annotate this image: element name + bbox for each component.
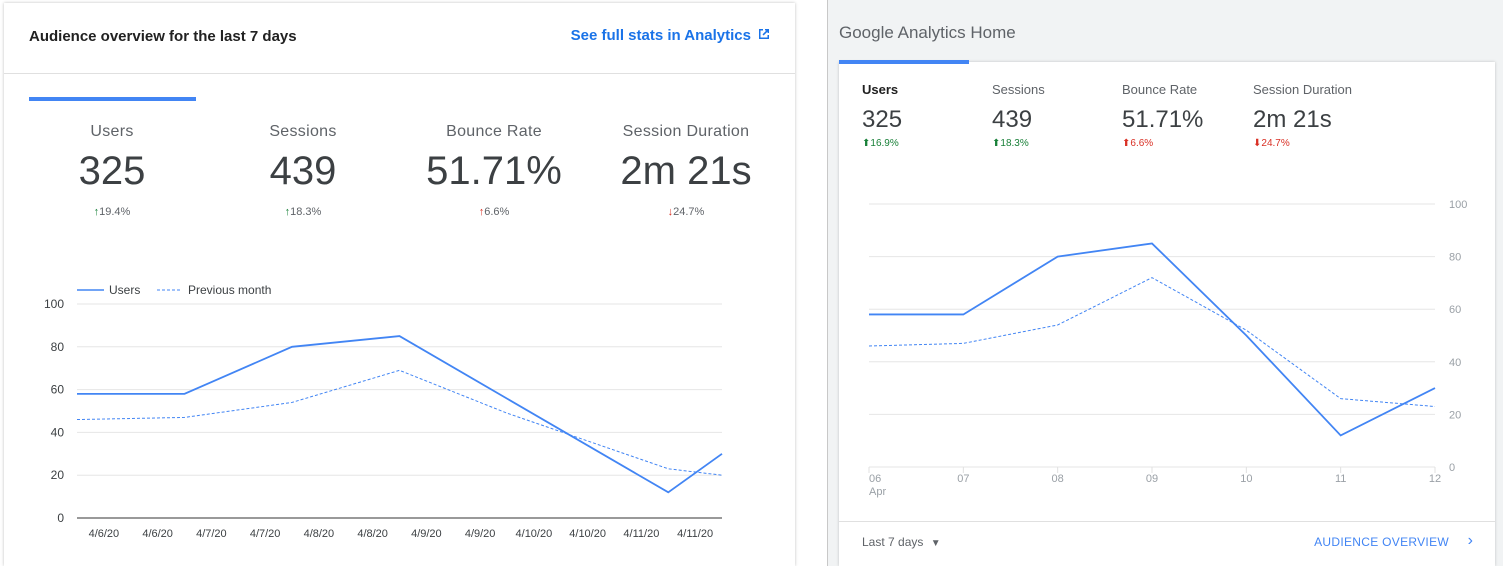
metric-value: 325 bbox=[78, 149, 146, 193]
y-tick-label: 40 bbox=[51, 425, 65, 439]
metric-value: 2m 21s bbox=[1253, 106, 1332, 133]
analytics-link[interactable]: See full stats in Analytics bbox=[571, 27, 771, 45]
arrow-down-icon: ↓ bbox=[667, 206, 674, 218]
x-tick-label: 4/10/20 bbox=[516, 528, 553, 540]
metric-users[interactable]: Users 325 ↑19.4% bbox=[37, 123, 187, 218]
metric-label: Users bbox=[862, 82, 899, 97]
x-tick-label: 4/9/20 bbox=[411, 528, 442, 540]
metric-users[interactable]: Users 325 ⬆16.9% bbox=[862, 82, 982, 149]
y-tick-label: 20 bbox=[51, 468, 65, 482]
series-line-previous bbox=[868, 277, 1436, 408]
active-metric-indicator bbox=[839, 60, 969, 64]
legend-label: Users bbox=[109, 283, 140, 297]
x-tick-label: 4/11/20 bbox=[623, 528, 659, 540]
metric-value: 2m 21s bbox=[620, 149, 752, 193]
metric-bounce-rate[interactable]: Bounce Rate 51.71% ⬆6.6% bbox=[1122, 82, 1242, 149]
external-link-icon bbox=[757, 27, 771, 45]
x-tick-label: 4/11/20 bbox=[677, 528, 713, 540]
metric-value: 325 bbox=[862, 106, 903, 133]
x-tick-label: 4/7/20 bbox=[250, 528, 281, 540]
y-tick-label: 100 bbox=[44, 297, 64, 311]
metric-value: 51.71% bbox=[426, 149, 562, 193]
metric-change: ↑19.4% bbox=[93, 206, 131, 218]
metric-label: Bounce Rate bbox=[1122, 82, 1198, 97]
metric-label: Session Duration bbox=[622, 123, 750, 140]
x-tick-label: 4/7/20 bbox=[196, 528, 227, 540]
metric-value: 439 bbox=[992, 106, 1033, 133]
x-tick-label: 12 bbox=[1429, 473, 1441, 485]
arrow-up-icon: ⬆ bbox=[1122, 138, 1131, 149]
users-line-chart: 0 20 40 60 80 100 06 07 08 09 10 11 12 Apr bbox=[868, 199, 1467, 498]
metric-change: ⬆6.6% bbox=[1122, 138, 1154, 149]
panel-title: Google Analytics Home bbox=[839, 23, 1016, 42]
card-header: Audience overview for the last 7 days Se… bbox=[4, 3, 795, 74]
x-tick-label: 4/6/20 bbox=[89, 528, 120, 540]
users-line-chart: Users Previous month 0 20 40 60 80 100 4/6/20 4/6… bbox=[44, 283, 723, 540]
card-title: Audience overview for the last 7 days bbox=[29, 28, 297, 45]
arrow-up-icon: ↑ bbox=[93, 206, 100, 218]
audience-overview-card: Audience overview for the last 7 days Se… bbox=[4, 3, 795, 566]
metric-label: Sessions bbox=[269, 123, 337, 140]
arrow-up-icon: ↑ bbox=[284, 206, 291, 218]
audience-overview-link[interactable]: AUDIENCE OVERVIEW bbox=[1314, 535, 1449, 549]
metric-change: ↑6.6% bbox=[478, 206, 510, 218]
chevron-right-icon[interactable]: › bbox=[1467, 532, 1473, 549]
x-tick-label: 10 bbox=[1240, 473, 1252, 485]
metric-session-duration[interactable]: Session Duration 2m 21s ↓24.7% bbox=[611, 123, 761, 218]
y-tick-label: 20 bbox=[1449, 409, 1461, 421]
metric-session-duration[interactable]: Session Duration 2m 21s ⬇24.7% bbox=[1253, 82, 1373, 149]
analytics-home-panel: Google Analytics Home Users 325 ⬆16.9% S… bbox=[827, 0, 1503, 566]
x-tick-label: 08 bbox=[1052, 473, 1064, 485]
y-tick-label: 80 bbox=[1449, 252, 1461, 264]
metric-value: 51.71% bbox=[1122, 106, 1204, 133]
caret-down-icon: ▼ bbox=[930, 538, 941, 549]
metric-change: ⬆16.9% bbox=[862, 138, 899, 149]
metric-sessions[interactable]: Sessions 439 ↑18.3% bbox=[228, 123, 378, 218]
x-tick-label: 4/8/20 bbox=[357, 528, 388, 540]
x-tick-label: 11 bbox=[1335, 473, 1346, 485]
arrow-up-icon: ⬆ bbox=[992, 138, 1001, 149]
metric-change: ↓24.7% bbox=[667, 206, 705, 218]
metric-label: Users bbox=[90, 123, 134, 140]
y-tick-label: 0 bbox=[1449, 462, 1455, 474]
x-tick-label: 09 bbox=[1146, 473, 1158, 485]
metric-sessions[interactable]: Sessions 439 ⬆18.3% bbox=[992, 82, 1112, 149]
analytics-home-card: Users 325 ⬆16.9% Sessions 439 ⬆18.3% Bou… bbox=[839, 60, 1495, 566]
x-tick-label: 07 bbox=[957, 473, 969, 485]
y-tick-label: 60 bbox=[51, 383, 65, 397]
metric-label: Session Duration bbox=[1253, 82, 1352, 97]
x-tick-label: 06 bbox=[869, 473, 881, 485]
y-tick-label: 80 bbox=[51, 340, 65, 354]
metric-label: Bounce Rate bbox=[446, 123, 542, 140]
y-tick-label: 100 bbox=[1449, 199, 1467, 211]
analytics-link-label: See full stats in Analytics bbox=[570, 27, 751, 44]
card-footer: Last 7 days ▼ AUDIENCE OVERVIEW › bbox=[839, 521, 1495, 566]
active-metric-indicator bbox=[29, 97, 196, 101]
date-range-label: Last 7 days bbox=[862, 535, 924, 549]
y-tick-label: 60 bbox=[1449, 304, 1461, 316]
date-range-dropdown[interactable]: Last 7 days ▼ bbox=[862, 535, 941, 549]
x-tick-label: 4/10/20 bbox=[569, 528, 606, 540]
metric-change: ↑18.3% bbox=[284, 206, 322, 218]
arrow-up-icon: ↑ bbox=[478, 206, 485, 218]
y-tick-label: 0 bbox=[57, 511, 64, 525]
series-line-current bbox=[869, 242, 1436, 437]
metric-label: Sessions bbox=[992, 82, 1045, 97]
y-tick-label: 40 bbox=[1449, 357, 1461, 369]
x-tick-label: 4/8/20 bbox=[304, 528, 335, 540]
metric-bounce-rate[interactable]: Bounce Rate 51.71% ↑6.6% bbox=[419, 123, 569, 218]
metric-value: 439 bbox=[269, 149, 337, 193]
series-line-previous-month bbox=[76, 369, 723, 476]
metric-change: ⬆18.3% bbox=[992, 138, 1029, 149]
series-line-users bbox=[77, 335, 723, 494]
x-sublabel: Apr bbox=[869, 486, 886, 498]
arrow-down-icon: ⬇ bbox=[1253, 138, 1262, 149]
x-tick-label: 4/9/20 bbox=[465, 528, 496, 540]
metric-change: ⬇24.7% bbox=[1253, 138, 1290, 149]
x-tick-label: 4/6/20 bbox=[142, 528, 173, 540]
legend-label: Previous month bbox=[188, 283, 271, 297]
arrow-up-icon: ⬆ bbox=[862, 138, 871, 149]
